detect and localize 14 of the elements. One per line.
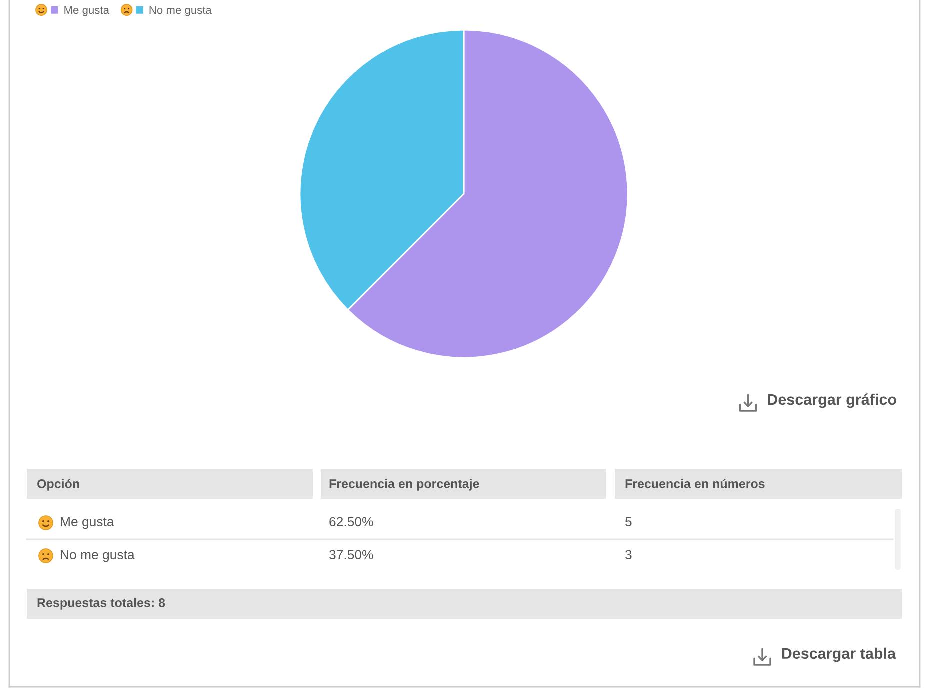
text: 5 (626, 517, 632, 527)
text: No me gusta (61, 550, 135, 562)
text: Opción (38, 479, 80, 491)
legend-label: No me gusta (150, 6, 212, 16)
legend-label: Me gusta (64, 6, 110, 16)
text: 37.50% (330, 550, 374, 560)
text: Descargar gráfico (768, 394, 896, 408)
text: Frecuencia en porcentaje (330, 479, 480, 491)
text: Descargar tabla (782, 648, 896, 662)
text: Frecuencia en números (626, 479, 765, 488)
text: Me gusta (61, 517, 114, 530)
text: 62.50% (330, 517, 374, 527)
text: 3 (626, 550, 632, 560)
text: Respuestas totales: 8 (38, 598, 166, 610)
